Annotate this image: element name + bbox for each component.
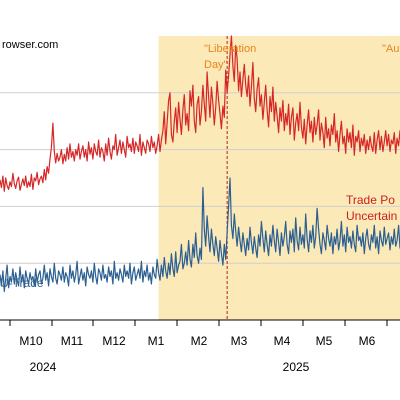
year-label-2024: 2024 [30, 360, 57, 374]
series-label-trade-policy-line2: Uncertain [346, 209, 397, 223]
series-label-eu-trade: U-Trade [0, 276, 44, 290]
x-tick-label-m2: M2 [191, 334, 208, 348]
source-text: rowser.com [2, 39, 58, 51]
annotation-liberation-day-line1: "Liberation [204, 43, 256, 55]
x-tick-label-m11: M11 [61, 334, 84, 348]
series-layer [0, 35, 400, 293]
shaded-period [158, 36, 400, 320]
year-label-2025: 2025 [283, 360, 310, 374]
x-tick-label-m12: M12 [102, 334, 126, 348]
x-tick-label-m1: M1 [148, 334, 165, 348]
annotation-au: "Au [382, 43, 399, 55]
series-label-trade-policy-line1: Trade Po [346, 193, 395, 207]
x-tick-label-m6: M6 [359, 334, 376, 348]
x-tick-label-m4: M4 [274, 334, 291, 348]
x-axis-ticks [9, 320, 388, 326]
series-line-trade-policy-uncertainty [0, 35, 400, 192]
x-tick-label-m3: M3 [231, 334, 248, 348]
x-axis-labels: M10 M11 M12 M1 M2 M3 M4 M5 M6 2024 2025 [19, 334, 375, 374]
x-tick-label-m10: M10 [19, 334, 43, 348]
x-tick-label-m5: M5 [316, 334, 333, 348]
annotation-liberation-day-line2: Day" [204, 59, 228, 71]
series-line-eu-trade [0, 177, 400, 293]
